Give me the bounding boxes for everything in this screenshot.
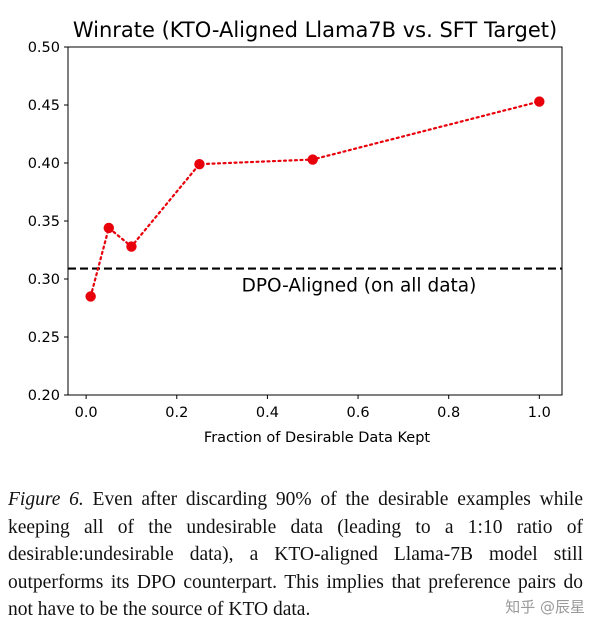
reference-lines: DPO-Aligned (on all data) bbox=[68, 267, 562, 297]
winrate-data-point bbox=[534, 96, 545, 107]
winrate-data-point bbox=[103, 222, 114, 234]
y-axis: 0.20 0.25 0.30 0.35 0.40 0.45 0.50 bbox=[28, 40, 68, 404]
winrate-data-point bbox=[85, 291, 96, 302]
winrate-series-line bbox=[89, 100, 541, 298]
series-layer bbox=[85, 96, 545, 302]
caption-text: Even after discarding 90% of the desirab… bbox=[8, 489, 583, 620]
figure-caption: Figure 6. Even after discarding 90% of t… bbox=[8, 486, 583, 624]
x-tick-label: 0.2 bbox=[165, 405, 188, 421]
plot-frame bbox=[67, 46, 563, 396]
x-tick-label: 0.4 bbox=[256, 405, 279, 421]
y-tick-label: 0.45 bbox=[28, 98, 60, 114]
y-tick-label: 0.30 bbox=[28, 272, 60, 288]
x-tick-label: 0.6 bbox=[347, 405, 370, 421]
plot-area bbox=[67, 46, 563, 396]
winrate-data-point bbox=[307, 154, 318, 165]
y-tick-label: 0.35 bbox=[28, 214, 60, 230]
x-tick-label: 0.0 bbox=[75, 405, 98, 421]
winrate-data-point bbox=[126, 241, 137, 252]
chart-title: Winrate (KTO-Aligned Llama7B vs. SFT Tar… bbox=[73, 18, 557, 42]
y-tick-label: 0.25 bbox=[28, 330, 60, 346]
y-tick-label: 0.40 bbox=[28, 156, 60, 172]
y-tick-label: 0.20 bbox=[28, 388, 60, 404]
dpo-reference-label: DPO-Aligned (on all data) bbox=[242, 276, 477, 297]
x-axis-label: Fraction of Desirable Data Kept bbox=[204, 430, 430, 446]
y-tick-label: 0.50 bbox=[28, 40, 60, 56]
x-tick-label: 0.8 bbox=[437, 405, 460, 421]
x-tick-label: 1.0 bbox=[528, 405, 551, 421]
watermark: 知乎 @辰星 bbox=[505, 598, 585, 616]
winrate-chart: Winrate (KTO-Aligned Llama7B vs. SFT Tar… bbox=[28, 18, 563, 446]
x-axis: 0.0 0.2 0.4 0.6 0.8 1.0 bbox=[75, 395, 551, 421]
winrate-data-point bbox=[194, 158, 205, 170]
figure-label: Figure 6. bbox=[8, 489, 84, 510]
